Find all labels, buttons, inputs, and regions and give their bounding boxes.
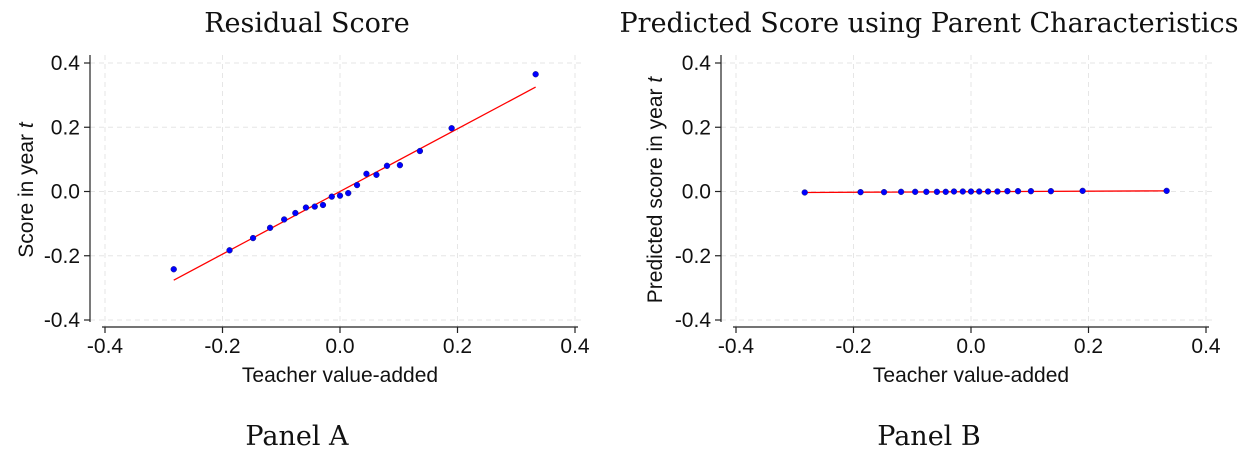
panel-a-points [170, 71, 539, 273]
panel-b-y-axis-label-text: Predicted score in year [644, 88, 667, 303]
panel-a-x-tick-label-3: 0.2 [443, 335, 472, 358]
panel-b-y-axis-label-var: t [644, 76, 667, 83]
panel-a-point-5 [292, 209, 299, 217]
panel-b-x-axis-label: Teacher value-added [873, 364, 1069, 387]
panel-b-point-8 [950, 188, 958, 195]
panel-b-point-5 [923, 188, 930, 195]
panel-a-y-axis-label-text: Score in year [15, 134, 38, 258]
panel-a-x-tick-label-2: 0.0 [325, 335, 354, 358]
panel-b-x-tick-label-4: 0.4 [1191, 335, 1221, 358]
panel-b: Predicted Score using Parent Characteris… [620, 8, 1239, 452]
panel-a-title: Residual Score [204, 8, 410, 39]
panel-b-point-2 [880, 188, 888, 196]
panel-b-point-12 [984, 188, 992, 195]
panel-b-point-11 [976, 188, 983, 195]
panel-b-plot: -0.4 -0.2 0.0 0.2 0.4 -0.4 -0.2 0.0 0.2 0.4 [675, 52, 1221, 358]
panel-b-caption: Panel B [877, 421, 980, 452]
panel-b-point-0 [801, 189, 808, 196]
panel-b-point-4 [912, 188, 919, 195]
panel-a-point-2 [249, 234, 257, 242]
panel-b-ticks: -0.4 -0.2 0.0 0.2 0.4 -0.4 -0.2 0.0 0.2 0.4 [675, 52, 1221, 358]
panel-a-caption: Panel A [245, 421, 349, 452]
panel-a-point-18 [448, 125, 455, 132]
panel-b-point-7 [942, 188, 949, 195]
panel-a-point-16 [396, 162, 404, 169]
panel-a-point-15 [383, 162, 391, 169]
panel-b-point-9 [959, 188, 966, 195]
panel-a-y-tick-label-1: -0.2 [44, 245, 80, 268]
panel-b-point-13 [994, 188, 1001, 195]
panel-a-x-tick-label-0: -0.4 [87, 335, 124, 358]
panel-a-x-tick-label-4: 0.4 [560, 335, 590, 358]
panel-a-plot: -0.4 -0.2 0.0 0.2 0.4 -0.4 -0.2 0.0 0.2 0.4 [44, 52, 590, 358]
panel-b-point-1 [857, 188, 864, 196]
panel-a-point-0 [170, 266, 177, 273]
panel-a-y-axis-label-var: t [15, 121, 38, 128]
panel-a-point-14 [373, 171, 380, 178]
panel-a-point-4 [281, 216, 288, 223]
panel-a-y-axis-label: Score in year t [15, 121, 38, 258]
panel-b-y-axis-label: Predicted score in year t [644, 76, 667, 304]
panel-a-y-tick-label-4: 0.4 [51, 52, 81, 75]
panel-a-point-6 [302, 204, 310, 211]
panel-b-x-tick-label-0: -0.4 [718, 335, 755, 358]
panel-a-ticks: -0.4 -0.2 0.0 0.2 0.4 -0.4 -0.2 0.0 0.2 0.4 [44, 52, 590, 358]
panel-b-points [801, 187, 1170, 196]
panel-b-y-tick-label-3: 0.2 [682, 116, 711, 139]
panel-b-point-15 [1014, 188, 1022, 195]
panel-b-y-tick-label-4: 0.4 [682, 52, 712, 75]
panel-b-y-tick-label-2: 0.0 [682, 181, 711, 204]
panel-a-y-tick-label-3: 0.2 [51, 116, 80, 139]
panel-a-point-1 [226, 247, 233, 254]
panel-b-title: Predicted Score using Parent Characteris… [620, 8, 1239, 39]
panel-b-point-18 [1079, 187, 1086, 195]
panel-a-point-9 [328, 193, 335, 200]
panel-b-x-tick-label-3: 0.2 [1074, 335, 1103, 358]
panel-a-point-13 [363, 170, 370, 177]
panel-a-point-10 [336, 192, 344, 199]
panel-b-point-17 [1047, 188, 1055, 195]
panel-a: Residual Score -0.4 -0.2 0.0 0.2 0.4 -0.4 -0.2… [15, 8, 590, 452]
panel-b-point-6 [933, 188, 941, 195]
panel-a-point-3 [266, 224, 274, 231]
panel-a-y-tick-label-0: -0.4 [44, 309, 81, 332]
panel-b-point-16 [1027, 188, 1035, 195]
panel-a-y-tick-label-2: 0.0 [51, 181, 80, 204]
panel-a-point-19 [532, 71, 539, 78]
panel-a-point-11 [345, 189, 352, 197]
panel-a-point-8 [319, 201, 327, 209]
panel-a-point-12 [353, 181, 361, 189]
panel-b-point-14 [1004, 188, 1011, 195]
panel-a-x-tick-label-1: -0.2 [204, 335, 240, 358]
panel-a-grid [90, 55, 583, 327]
panel-a-point-17 [416, 147, 424, 155]
panel-a-point-7 [311, 203, 318, 210]
panel-b-y-tick-label-1: -0.2 [675, 245, 711, 268]
panel-a-x-axis-label: Teacher value-added [242, 364, 438, 387]
panel-b-point-19 [1163, 187, 1170, 195]
panel-b-point-3 [897, 188, 905, 195]
panel-b-x-tick-label-2: 0.0 [956, 335, 985, 358]
panel-b-y-tick-label-0: -0.4 [675, 309, 712, 332]
panel-b-point-10 [967, 188, 975, 195]
panel-b-x-tick-label-1: -0.2 [835, 335, 871, 358]
